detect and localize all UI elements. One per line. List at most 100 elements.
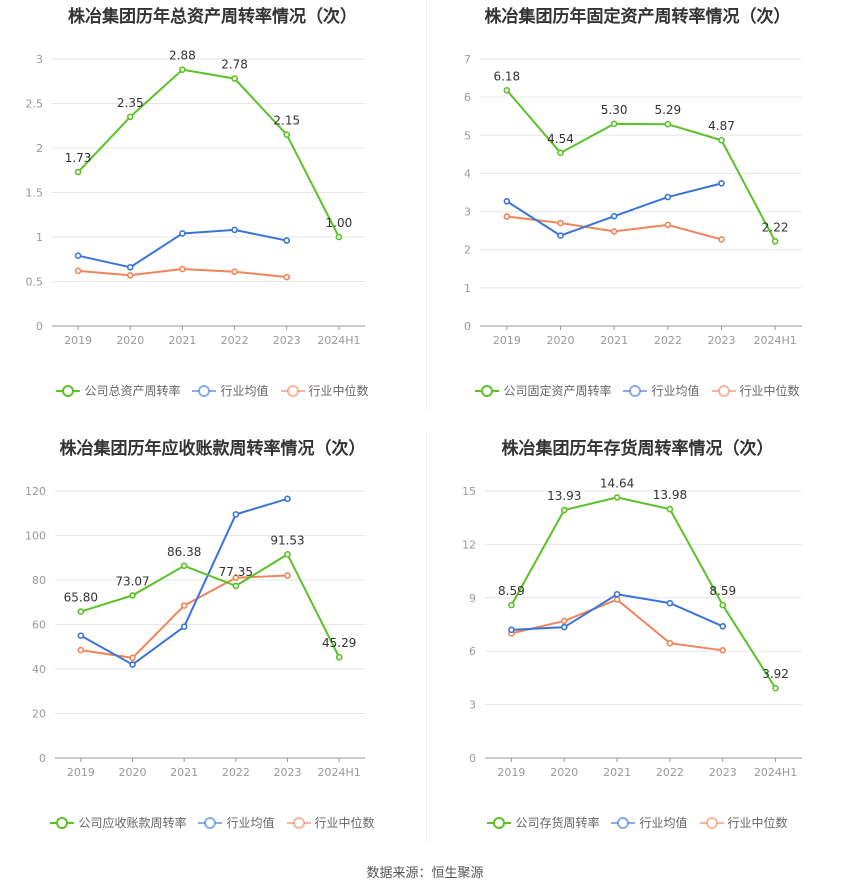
y-tick-label: 4: [464, 167, 471, 180]
data-point-median: [718, 236, 725, 243]
data-label: 2.22: [762, 220, 789, 234]
y-tick-label: 40: [32, 663, 46, 676]
data-label: 4.87: [708, 119, 735, 133]
data-point-avg: [74, 252, 82, 259]
legend-item-company[interactable]: 公司总资产周转率: [56, 382, 180, 399]
legend-item-company[interactable]: 公司存货周转率: [487, 814, 599, 831]
chart-panel-inventory-turnover: 株冶集团历年存货周转率情况（次） 0 3 6 9 12 15 2019 2020 2021 202…: [425, 432, 850, 864]
legend-marker-icon: [611, 816, 636, 829]
legend-label: 行业均值: [226, 816, 275, 830]
x-tick-label: 2023: [273, 334, 301, 347]
legend-item-avg[interactable]: 行业均值: [611, 814, 688, 831]
data-point-avg: [231, 226, 238, 234]
data-point-company: [335, 233, 343, 241]
data-label: 8.59: [498, 584, 525, 598]
x-tick-label: 2023: [274, 766, 302, 779]
chart-title: 株冶集团历年总资产周转率情况（次）: [68, 7, 357, 27]
chart-legend: 公司应收账款周转率 行业均值 行业中位数: [0, 814, 425, 833]
y-tick-label: 9: [469, 592, 476, 605]
y-tick-label: 0.5: [26, 276, 44, 289]
y-tick-label: 3: [469, 699, 476, 712]
data-point-median: [232, 574, 240, 582]
data-point-company: [771, 238, 779, 245]
legend-item-median[interactable]: 行业中位数: [699, 814, 788, 831]
y-tick-label: 120: [25, 485, 46, 498]
data-point-median: [560, 617, 568, 625]
data-point-avg: [613, 590, 621, 598]
data-point-company: [179, 66, 186, 73]
legend-label: 公司应收账款周转率: [78, 816, 187, 830]
data-point-company: [129, 592, 136, 599]
legend-marker-icon: [487, 816, 512, 829]
data-point-avg: [718, 180, 725, 187]
chart-plot: 0 0.5 1 1.5 2 2.5 3 2019 2020 2021 2022 2023 2024H1 1…: [26, 49, 365, 347]
y-tick-label: 3: [36, 53, 43, 66]
y-tick-label: 15: [462, 485, 476, 498]
chart-legend: 公司固定资产周转率 行业均值 行业中位数: [425, 382, 850, 401]
series-line-company: [80, 552, 341, 658]
data-point-median: [284, 572, 291, 579]
chart-panel-total-asset-turnover: 株冶集团历年总资产周转率情况（次） 0 0.5 1 1.5 2 2.5 3 2019 2020 2…: [0, 0, 425, 432]
x-tick-label: 2022: [654, 334, 682, 347]
data-label: 77.35: [219, 565, 253, 579]
x-tick-label: 2023: [709, 766, 737, 779]
data-point-median: [74, 267, 82, 275]
legend-item-median[interactable]: 行业中位数: [280, 382, 369, 399]
data-label: 2.15: [273, 114, 300, 128]
x-tick-label: 2020: [547, 334, 575, 347]
legend-label: 行业均值: [651, 384, 700, 398]
data-point-company: [126, 113, 134, 121]
data-point-avg: [664, 193, 672, 201]
data-label: 45.29: [322, 636, 356, 650]
data-point-company: [503, 86, 511, 94]
x-tick-label: 2024H1: [318, 766, 361, 779]
data-point-avg: [610, 212, 618, 220]
data-point-company: [77, 608, 85, 615]
data-point-company: [719, 601, 727, 609]
data-label: 65.80: [64, 591, 98, 605]
panel-divider: [426, 432, 427, 842]
data-point-company: [718, 136, 725, 144]
legend-item-avg[interactable]: 行业均值: [198, 814, 275, 831]
y-tick-label: 2: [464, 244, 471, 257]
y-tick-label: 1: [464, 282, 471, 295]
chart-panel-fixed-asset-turnover: 株冶集团历年固定资产周转率情况（次） 0 1 2 3 4 5 6 7 2019 2020 2021 2…: [425, 0, 850, 432]
legend-marker-icon: [198, 816, 223, 829]
series-line-avg: [80, 497, 288, 666]
data-point-median: [77, 646, 85, 654]
data-point-company: [180, 562, 188, 570]
data-point-median: [613, 596, 621, 603]
data-point-company: [610, 120, 618, 128]
legend-item-company[interactable]: 公司固定资产周转率: [475, 382, 611, 399]
data-point-company: [508, 601, 515, 609]
legend-item-company[interactable]: 公司应收账款周转率: [50, 814, 186, 831]
data-point-median: [179, 265, 186, 273]
y-tick-label: 6: [469, 645, 476, 658]
data-point-avg: [508, 626, 515, 634]
chart-title: 株冶集团历年应收账款周转率情况（次）: [59, 439, 366, 459]
legend-label: 公司固定资产周转率: [503, 384, 612, 398]
data-point-company: [666, 505, 674, 513]
legend-item-median[interactable]: 行业中位数: [286, 814, 375, 831]
chart-legend: 公司存货周转率 行业均值 行业中位数: [425, 814, 850, 833]
x-tick-label: 2019: [493, 334, 521, 347]
legend-item-avg[interactable]: 行业均值: [192, 382, 269, 399]
data-point-company: [772, 684, 779, 692]
y-tick-label: 3: [464, 206, 471, 219]
legend-marker-icon: [286, 816, 311, 829]
legend-item-avg[interactable]: 行业均值: [623, 382, 700, 399]
y-tick-label: 7: [464, 53, 471, 66]
y-tick-label: 100: [25, 530, 46, 543]
legend-marker-icon: [50, 816, 75, 829]
data-point-avg: [129, 661, 136, 668]
data-point-median: [180, 602, 188, 609]
y-tick-label: 0: [36, 320, 43, 333]
x-tick-label: 2024H1: [754, 766, 797, 779]
series-line-median: [511, 598, 723, 652]
legend-item-median[interactable]: 行业中位数: [711, 382, 800, 399]
data-label: 8.59: [709, 584, 736, 598]
x-tick-label: 2022: [222, 766, 250, 779]
data-point-median: [610, 228, 618, 235]
x-tick-label: 2020: [550, 766, 578, 779]
data-point-avg: [503, 197, 511, 205]
